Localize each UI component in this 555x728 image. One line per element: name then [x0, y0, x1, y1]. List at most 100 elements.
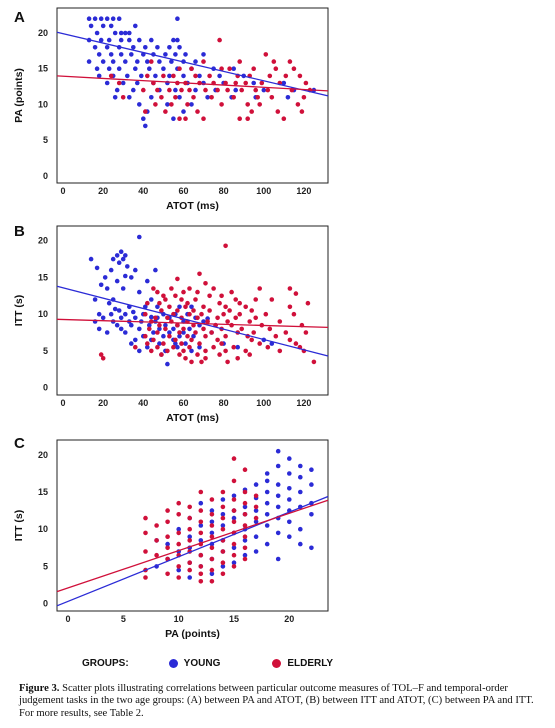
- panel-a-young-point: [155, 45, 160, 50]
- panel-b-elderly-point: [185, 333, 190, 339]
- panel-c-elderly-point: [143, 515, 148, 521]
- panel-c-elderly-point: [253, 515, 259, 521]
- panel-b-elderly-point: [159, 352, 164, 357]
- panel-c-young-point: [264, 500, 270, 506]
- panel-c-elderly-point: [231, 519, 237, 525]
- panel-b-elderly-point: [145, 341, 150, 346]
- panel-a-elderly-point: [153, 102, 158, 107]
- panel-b-young-point: [96, 311, 102, 317]
- panel-b-young-point: [181, 330, 186, 335]
- panel-c-y-tick-label: 0: [43, 599, 48, 609]
- panel-b-elderly-point: [167, 333, 172, 339]
- panel-a-young-point: [116, 66, 122, 71]
- panel-a-elderly-point: [303, 80, 309, 86]
- panel-a-elderly-point: [237, 59, 242, 64]
- panel-a-young-point: [261, 87, 267, 93]
- panel-b-elderly-point: [165, 348, 170, 354]
- panel-a-young-point: [133, 66, 138, 71]
- panel-c-elderly-point: [165, 508, 170, 513]
- panel-b-elderly-point: [177, 352, 182, 357]
- panel-b-elderly-point: [185, 300, 190, 306]
- panel-b-young-point: [167, 330, 172, 335]
- panel-a-young-point: [133, 23, 138, 29]
- panel-b-elderly-point: [229, 289, 234, 295]
- panel-b-elderly-point: [197, 271, 202, 277]
- panel-a-young-point: [143, 45, 148, 50]
- panel-a-elderly-point: [159, 95, 164, 100]
- panel-a-y-tick-label: 20: [38, 28, 48, 38]
- panel-a-elderly-point: [203, 87, 208, 93]
- panel-a-elderly-point: [219, 66, 224, 71]
- panel-c-elderly-point: [209, 497, 215, 502]
- panel-a-elderly-point: [217, 37, 222, 43]
- panel-b-elderly-point: [159, 308, 164, 313]
- panel-b-elderly-point: [201, 304, 206, 310]
- panel-a-young-point: [183, 52, 188, 57]
- panel-a-young-point: [118, 52, 124, 57]
- panel-a-letter: A: [14, 9, 25, 26]
- panel-c-elderly-point: [143, 549, 148, 554]
- panel-b-elderly-point: [223, 304, 228, 310]
- panel-b-young-point: [133, 315, 138, 321]
- panel-b-young-point: [151, 330, 156, 335]
- panel-c-young-point: [287, 456, 292, 461]
- panel-a-x-tick-label: 20: [98, 186, 108, 196]
- panel-c-elderly-point: [176, 530, 181, 536]
- panel-b-elderly-fit-line: [56, 318, 329, 329]
- panel-a-elderly-point: [209, 95, 214, 100]
- panel-c-elderly-point: [176, 500, 181, 506]
- panel-c-elderly-point: [209, 534, 215, 539]
- panel-a-young-point: [167, 73, 172, 79]
- panel-c-letter: C: [14, 435, 25, 452]
- panel-b-elderly-point: [98, 352, 104, 357]
- panel-a-elderly-point: [243, 80, 248, 86]
- panel-a-young-point: [171, 116, 176, 121]
- panel-b-elderly-point: [253, 297, 258, 302]
- panel-a-x-tick-label: 40: [138, 186, 148, 196]
- panel-c-young-point: [287, 471, 292, 476]
- panel-b-young-point: [201, 319, 206, 324]
- panel-a-young-point: [131, 87, 136, 93]
- panel-b-elderly-point: [203, 281, 208, 286]
- panel-a-y-tick-label: 0: [43, 171, 48, 181]
- panel-c-young-fit-line: [56, 495, 329, 607]
- panel-b-young-point: [197, 344, 202, 350]
- panel-b-young-point: [114, 253, 120, 258]
- panel-a-elderly-point: [177, 66, 182, 71]
- panel-c-elderly-point: [198, 564, 204, 569]
- panel-a-young-point: [177, 95, 182, 100]
- panel-b-elderly-point: [233, 315, 238, 321]
- panel-c-elderly-point: [209, 512, 215, 517]
- panel-c-y-tick-label: 20: [38, 450, 48, 460]
- panel-c-elderly-fit-line: [56, 499, 329, 593]
- panel-a-young-point: [137, 102, 142, 107]
- panel-b-young-point: [110, 256, 116, 262]
- panel-c-elderly-point: [154, 538, 159, 543]
- panel-b-young-point: [153, 267, 158, 273]
- panel-a-elderly-point: [239, 87, 244, 93]
- panel-b-elderly-point: [145, 300, 150, 306]
- panel-b-elderly-point: [191, 308, 196, 313]
- panel-a-young-point: [92, 45, 98, 50]
- panel-b-young-point: [143, 304, 148, 310]
- panel-a-young-point: [86, 59, 92, 64]
- panel-b-elderly-point: [147, 326, 152, 332]
- panel-c-young-point: [264, 541, 270, 547]
- panel-a-young-point: [110, 16, 116, 22]
- panel-c-young-point: [231, 545, 237, 551]
- panel-b-elderly-point: [263, 311, 269, 317]
- panel-a-young-point: [106, 37, 112, 43]
- panel-c-young-point: [209, 508, 215, 513]
- panel-a-young-point: [123, 30, 128, 36]
- panel-a-elderly-point: [259, 80, 265, 86]
- panel-c-young-point: [242, 538, 248, 543]
- panel-c-elderly-point: [242, 534, 248, 539]
- panel-b-elderly-point: [151, 337, 156, 343]
- panel-a-young-point: [112, 30, 118, 36]
- panel-a-young-point: [131, 45, 136, 50]
- panel-a-y-tick-label: 15: [38, 64, 48, 74]
- panel-c-elderly-point: [242, 500, 248, 506]
- panel-b-young-point: [183, 341, 188, 346]
- panel-b-x-tick-label: 120: [296, 398, 311, 408]
